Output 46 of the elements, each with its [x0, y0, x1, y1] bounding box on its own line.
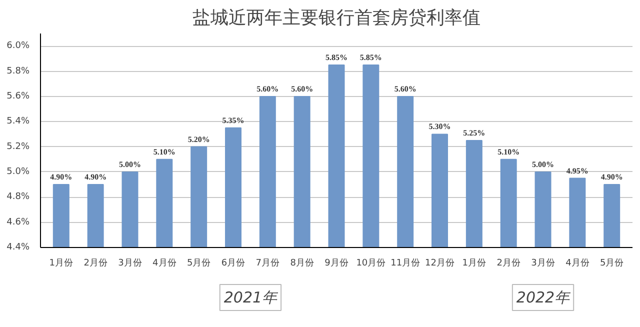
x-tick-label: 8月份	[290, 258, 314, 268]
y-tick-label: 5.4%	[6, 116, 30, 127]
y-tick-label: 5.8%	[6, 66, 30, 76]
y-tick-label: 4.8%	[6, 192, 30, 202]
x-tick-label: 5月份	[600, 258, 624, 268]
data-label: 5.00%	[532, 160, 554, 169]
x-tick-label: 12月份	[425, 258, 454, 268]
x-tick-label: 4月份	[566, 258, 590, 268]
y-tick-label: 4.6%	[6, 217, 30, 228]
y-tick-label: 5.2%	[6, 142, 30, 152]
data-label: 5.60%	[291, 84, 314, 94]
data-label: 5.85%	[360, 52, 382, 62]
y-tick-label: 4.4%	[6, 242, 30, 252]
x-tick-label: 5月份	[186, 258, 211, 268]
x-tick-label: 7月份	[256, 258, 280, 268]
data-label: 5.10%	[498, 147, 520, 156]
data-label: 4.90%	[600, 172, 623, 182]
x-tick-label: 3月份	[118, 258, 142, 268]
text: 2021年	[224, 288, 280, 306]
data-label: 5.60%	[256, 84, 279, 94]
data-label: 5.00%	[118, 160, 141, 169]
data-label: 4.90%	[50, 172, 72, 182]
chart-title: 盐城近两年主要银行首套房贷利率值	[192, 8, 480, 28]
x-tick-label: 11月份	[390, 258, 420, 268]
x-tick-label: 2月份	[84, 258, 108, 268]
x-tick-label: 10月份	[356, 258, 386, 268]
x-tick-label: 1月份	[49, 258, 74, 268]
data-label: 5.60%	[394, 84, 416, 94]
data-label: 5.10%	[153, 147, 176, 156]
data-label: 4.90%	[84, 172, 107, 182]
x-tick-label: 3月份	[531, 258, 555, 268]
x-tick-label: 9月份	[324, 258, 348, 268]
y-tick-label: 5.6%	[6, 91, 30, 102]
data-label: 5.30%	[428, 122, 451, 132]
y-tick-label: 5.0%	[6, 166, 30, 177]
data-label: 5.85%	[326, 52, 348, 62]
x-tick-label: 1月份	[462, 258, 486, 268]
data-label: 4.95%	[566, 166, 588, 176]
x-tick-label: 2月份	[496, 258, 520, 268]
data-label: 5.35%	[222, 116, 244, 125]
x-tick-label: 4月份	[152, 258, 176, 268]
y-tick-label: 6.0%	[6, 41, 30, 52]
data-label: 5.20%	[188, 134, 210, 144]
x-tick-label: 6月份	[221, 258, 246, 268]
data-label: 5.25%	[463, 128, 486, 138]
text: 2022年	[516, 288, 572, 306]
